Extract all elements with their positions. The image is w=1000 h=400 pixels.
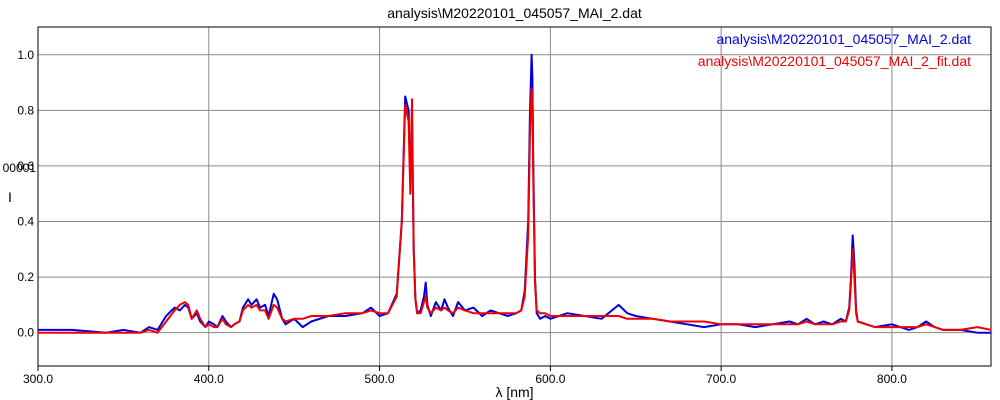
y-tick-label: 1.0 (17, 48, 34, 62)
series-line-1 (38, 53, 991, 334)
y-tick-label: 0.6 (17, 159, 34, 173)
x-tick-label: 600.0 (535, 372, 565, 386)
x-tick-label: 800.0 (877, 372, 907, 386)
legend-entry-1: analysis\M20220101_045057_MAI_2.dat (716, 31, 971, 47)
plot-frame (37, 26, 992, 367)
y-tick-label: 0.8 (17, 103, 34, 117)
x-tick-label: 500.0 (365, 372, 395, 386)
tick-labels: 300.0 400.0 500.0 600.0 700.0 800.0 0.0 0.2 0.4 0… (17, 48, 907, 386)
x-axis-label: λ [nm] (495, 384, 533, 400)
y-axis-label: I (8, 189, 12, 205)
legend-entry-2: analysis\M20220101_045057_MAI_2_fit.dat (698, 53, 971, 69)
y-tick-label: 0.2 (17, 270, 34, 284)
x-tick-label: 300.0 (23, 372, 53, 386)
y-axis-prefix: 00001 (3, 161, 37, 175)
chart-title: analysis\M20220101_045057_MAI_2.dat (387, 5, 642, 21)
grid-lines (37, 27, 991, 366)
y-tick-label: 0.0 (17, 326, 34, 340)
x-tick-label: 700.0 (706, 372, 736, 386)
series-line-2 (38, 87, 992, 334)
legend: analysis\M20220101_045057_MAI_2.datanaly… (698, 31, 971, 69)
y-tick-label: 0.4 (17, 215, 34, 229)
series-layer (38, 53, 992, 334)
x-tick-label: 400.0 (194, 372, 224, 386)
